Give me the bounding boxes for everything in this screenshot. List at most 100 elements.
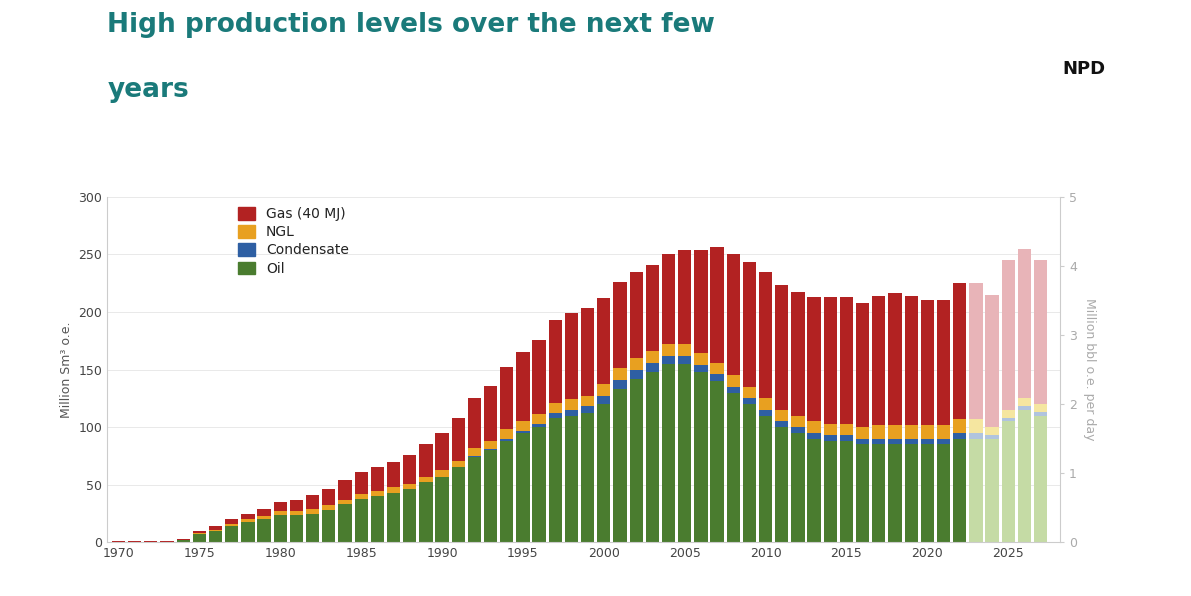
- Bar: [484, 450, 497, 542]
- Bar: [516, 352, 530, 421]
- Bar: [694, 250, 707, 353]
- Bar: [208, 530, 223, 531]
- Bar: [1018, 398, 1031, 406]
- Bar: [807, 297, 821, 421]
- Bar: [888, 439, 902, 445]
- Bar: [387, 462, 400, 487]
- Bar: [274, 511, 287, 515]
- Bar: [323, 510, 336, 542]
- Bar: [759, 272, 772, 398]
- Bar: [451, 418, 464, 461]
- Bar: [759, 398, 772, 410]
- Bar: [678, 344, 691, 356]
- Bar: [484, 449, 497, 450]
- Bar: [500, 367, 513, 430]
- Bar: [193, 531, 206, 533]
- Bar: [419, 482, 432, 542]
- Bar: [597, 404, 611, 542]
- Bar: [225, 526, 238, 542]
- Bar: [969, 439, 983, 542]
- Bar: [872, 445, 885, 542]
- Bar: [549, 320, 562, 403]
- Bar: [710, 381, 724, 542]
- Bar: [1034, 412, 1047, 415]
- Bar: [176, 540, 189, 542]
- Bar: [451, 461, 464, 467]
- Bar: [921, 439, 934, 445]
- Bar: [888, 293, 902, 425]
- Bar: [484, 441, 497, 449]
- Bar: [985, 439, 999, 542]
- Bar: [306, 509, 319, 514]
- Bar: [565, 313, 578, 399]
- Bar: [581, 406, 594, 413]
- Bar: [694, 365, 707, 372]
- Bar: [597, 298, 611, 384]
- Bar: [1018, 410, 1031, 542]
- Bar: [355, 472, 368, 494]
- Bar: [856, 439, 869, 445]
- Bar: [532, 340, 545, 414]
- Bar: [370, 496, 384, 542]
- Bar: [727, 387, 740, 393]
- Bar: [678, 356, 691, 364]
- Bar: [597, 384, 611, 396]
- Bar: [370, 491, 384, 496]
- Bar: [176, 539, 189, 540]
- Bar: [193, 533, 206, 534]
- Bar: [856, 303, 869, 427]
- Bar: [1002, 418, 1015, 421]
- Bar: [484, 386, 497, 441]
- Bar: [743, 387, 756, 398]
- Bar: [710, 374, 724, 381]
- Bar: [323, 489, 336, 505]
- Bar: [824, 441, 837, 542]
- Bar: [1002, 410, 1015, 418]
- Bar: [791, 415, 805, 427]
- Bar: [1018, 249, 1031, 398]
- Bar: [904, 439, 918, 445]
- Bar: [840, 297, 853, 424]
- Bar: [613, 282, 626, 368]
- Bar: [1002, 260, 1015, 410]
- Bar: [274, 502, 287, 511]
- Bar: [888, 425, 902, 439]
- Bar: [743, 262, 756, 387]
- Bar: [807, 421, 821, 433]
- Bar: [937, 445, 950, 542]
- Bar: [824, 424, 837, 435]
- Bar: [775, 285, 788, 410]
- Bar: [565, 415, 578, 542]
- Bar: [613, 380, 626, 389]
- Bar: [807, 433, 821, 439]
- Bar: [532, 414, 545, 424]
- Bar: [338, 480, 351, 499]
- Bar: [953, 439, 966, 542]
- Bar: [613, 389, 626, 542]
- Bar: [338, 504, 351, 542]
- Bar: [532, 427, 545, 542]
- Bar: [289, 499, 303, 511]
- Bar: [985, 427, 999, 435]
- Bar: [710, 247, 724, 362]
- Bar: [370, 467, 384, 491]
- Bar: [468, 448, 481, 456]
- Bar: [904, 425, 918, 439]
- Bar: [824, 297, 837, 424]
- Bar: [872, 439, 885, 445]
- Bar: [727, 375, 740, 387]
- Bar: [208, 531, 223, 542]
- Bar: [274, 515, 287, 542]
- Bar: [549, 418, 562, 542]
- Bar: [565, 399, 578, 410]
- Bar: [581, 396, 594, 406]
- Bar: [872, 296, 885, 425]
- Bar: [856, 445, 869, 542]
- Bar: [921, 425, 934, 439]
- Bar: [694, 353, 707, 365]
- Bar: [581, 309, 594, 396]
- Bar: [338, 499, 351, 504]
- Bar: [597, 396, 611, 404]
- Bar: [549, 403, 562, 413]
- Bar: [257, 516, 270, 519]
